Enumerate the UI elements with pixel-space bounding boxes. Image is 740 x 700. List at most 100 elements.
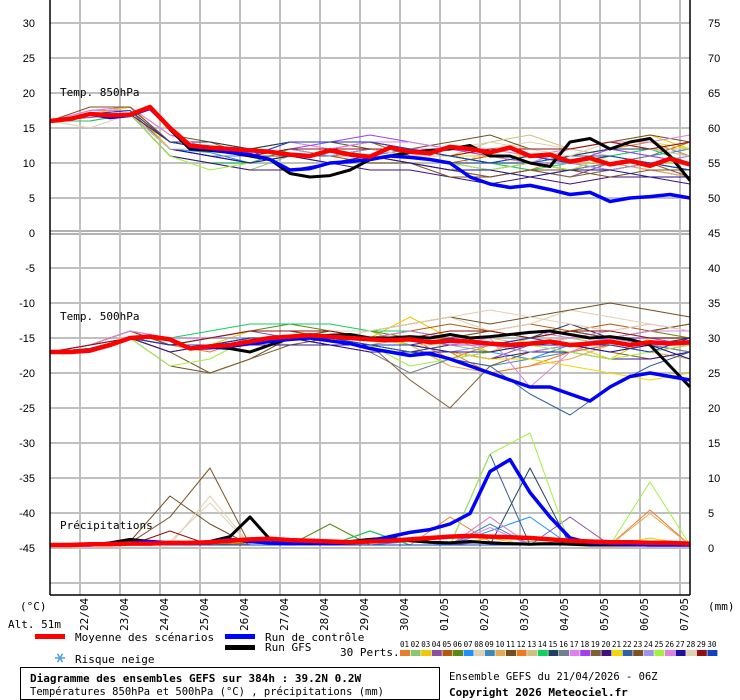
pert-legend-label: 04 — [432, 640, 442, 649]
date-tick-label: 07/05 — [678, 598, 691, 631]
pert-legend-label: 26 — [665, 640, 675, 649]
legend-mean-label: Moyenne des scénarios — [75, 631, 214, 644]
right-tick-label: 50 — [708, 193, 720, 205]
pert-legend-label: 15 — [548, 640, 557, 649]
legend-gfs-swatch — [225, 645, 255, 650]
right-tick-label: 5 — [708, 508, 714, 520]
left-tick-label: -35 — [19, 473, 35, 485]
right-tick-label: 70 — [708, 53, 720, 65]
right-tick-label: 35 — [708, 298, 720, 310]
right-unit-label: (mm) — [708, 600, 735, 613]
mean-precip-line — [50, 533, 691, 548]
pert-legend-swatch — [442, 650, 453, 656]
control-t500-line — [50, 334, 691, 403]
right-tick-label: 30 — [708, 333, 720, 345]
copyright: Copyright 2026 Meteociel.fr — [449, 686, 628, 699]
pert-legend-swatch — [410, 650, 421, 656]
date-tick-label: 30/04 — [398, 598, 411, 631]
pert-legend-swatch — [622, 650, 633, 656]
pert-legend-swatch — [474, 650, 485, 656]
left-tick-label: 25 — [23, 53, 35, 65]
right-tick-label: 40 — [708, 263, 720, 275]
legend-gfs-label: Run GFS — [265, 641, 311, 654]
right-tick-label: 15 — [708, 438, 720, 450]
panel-label-t850: Temp. 850hPa — [60, 86, 139, 99]
chart-subtitle: Températures 850hPa et 500hPa (°C) , pré… — [30, 686, 384, 698]
pert-legend-label: 21 — [612, 640, 621, 649]
pert-legend-swatch — [601, 650, 612, 656]
pert-legend-swatch — [569, 650, 580, 656]
legend-mean-swatch — [35, 634, 65, 639]
right-tick-label: 75 — [708, 18, 720, 30]
date-tick-label: 22/04 — [78, 598, 91, 631]
date-tick-label: 24/04 — [158, 598, 171, 631]
pert-legend-swatch — [675, 650, 686, 656]
pert-legend-label: 24 — [644, 640, 654, 649]
pert-legend-swatch — [516, 650, 527, 656]
chart-title: Diagramme des ensembles GEFS sur 384h : … — [30, 672, 362, 685]
pert-legend-swatch — [400, 650, 410, 656]
left-tick-label: -10 — [19, 298, 35, 310]
legend-perts-label: 30 Perts. — [340, 646, 400, 659]
pert-legend-label: 22 — [623, 640, 632, 649]
right-tick-label: 45 — [708, 228, 720, 240]
left-tick-label: 10 — [23, 158, 35, 170]
legend-control-swatch — [225, 634, 255, 639]
date-tick-label: 29/04 — [358, 598, 371, 631]
date-tick-label: 05/05 — [598, 598, 611, 631]
pert-legend-label: 28 — [686, 640, 696, 649]
pert-legend-label: 29 — [697, 640, 706, 649]
pert-legend-label: 19 — [591, 640, 600, 649]
pert-legend-label: 12 — [517, 640, 526, 649]
pert-legend-swatch — [612, 650, 622, 656]
mean-t500-line — [50, 332, 691, 355]
pert-legend-swatch — [548, 650, 559, 656]
pert-legend-label: 06 — [453, 640, 463, 649]
pert-legend-label: 13 — [527, 640, 536, 649]
pert-legend-swatch — [633, 650, 644, 656]
date-tick-label: 26/04 — [238, 598, 251, 631]
pert-legend-label: 05 — [442, 640, 451, 649]
left-tick-label: -15 — [19, 333, 35, 345]
date-tick-label: 25/04 — [198, 598, 211, 631]
pert-legend-label: 30 — [707, 640, 717, 649]
left-tick-label: 5 — [29, 193, 35, 205]
pert-legend-swatch — [495, 650, 506, 656]
left-tick-label: 0 — [29, 228, 35, 240]
date-tick-label: 02/05 — [478, 598, 491, 631]
pert-legend-label: 08 — [474, 640, 484, 649]
date-tick-label: 04/05 — [558, 598, 571, 631]
left-tick-label: 20 — [23, 88, 35, 100]
pert-legend-label: 03 — [421, 640, 430, 649]
run-info: Ensemble GEFS du 21/04/2026 - 06Z — [449, 671, 658, 683]
left-tick-label: -25 — [19, 403, 35, 415]
perturbation-legend: 01 02 03 04 05 06 07 08 09 10 11 12 13 14 15 16 17 18 19 20… — [400, 640, 718, 656]
left-tick-label: -5 — [25, 263, 35, 275]
pert-29-t850-line — [49, 113, 691, 157]
right-tick-label: 25 — [708, 368, 720, 380]
altitude-label: Alt. 51m — [8, 618, 61, 631]
pert-legend-swatch — [421, 650, 432, 656]
left-tick-label: -30 — [19, 438, 35, 450]
pert-legend-swatch — [665, 650, 675, 656]
left-tick-label: -40 — [19, 508, 35, 520]
pert-legend-label: 02 — [411, 640, 420, 649]
panel-label-t500: Temp. 500hPa — [60, 310, 139, 323]
left-tick-label: -20 — [19, 368, 35, 380]
pert-legend-swatch — [484, 650, 495, 656]
pert-legend-swatch — [537, 650, 548, 656]
pert-legend-label: 07 — [464, 640, 473, 649]
date-tick-label: 03/05 — [518, 598, 531, 631]
pert-legend-swatch — [559, 650, 569, 656]
pert-legend-label: 14 — [538, 640, 548, 649]
pert-legend-swatch — [506, 650, 516, 656]
pert-legend-swatch — [580, 650, 591, 656]
date-tick-label: 23/04 — [118, 598, 131, 631]
date-tick-label: 06/05 — [638, 598, 651, 631]
left-tick-label: 30 — [23, 18, 35, 30]
date-tick-label: 28/04 — [318, 598, 331, 631]
legend-snow-label: Risque neige — [75, 653, 154, 666]
grid — [50, 0, 690, 595]
pert-legend-swatch — [686, 650, 697, 656]
pert-legend-swatch — [431, 650, 442, 656]
